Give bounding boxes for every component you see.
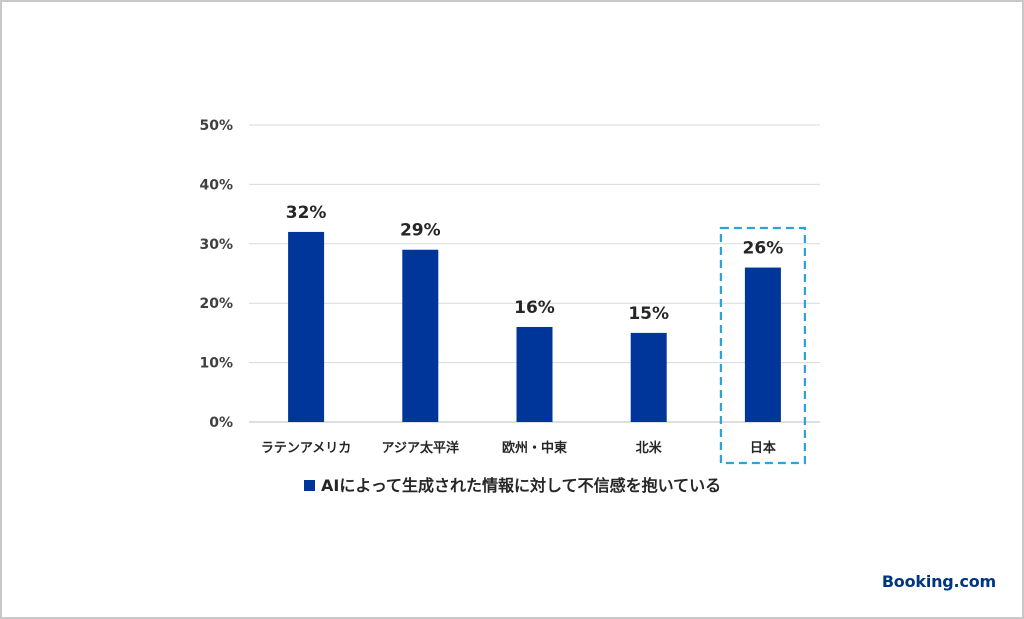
x-tick-label: アジア太平洋 [382, 440, 459, 456]
y-tick-label: 50% [199, 118, 233, 134]
bar [630, 332, 667, 422]
legend-label: AIによって生成された情報に対して不信感を抱いている [321, 476, 721, 495]
bar [288, 231, 325, 422]
x-tick-label: 日本 [750, 440, 776, 456]
data-label: 26% [743, 239, 784, 259]
data-label: 32% [286, 203, 327, 223]
legend-swatch [304, 480, 315, 491]
y-tick-label: 30% [199, 237, 233, 253]
y-tick-label: 20% [199, 296, 233, 312]
bar [744, 267, 781, 422]
booking-logo: Booking.com [881, 572, 996, 591]
x-tick-label: ラテンアメリカ [261, 441, 351, 456]
bar [402, 249, 439, 422]
y-tick-label: 10% [199, 356, 233, 372]
data-label: 15% [628, 304, 669, 324]
y-tick-label: 40% [199, 177, 233, 193]
data-label: 29% [400, 221, 441, 241]
data-label: 16% [514, 298, 555, 318]
x-tick-label: 北米 [636, 440, 663, 456]
bar [516, 326, 553, 422]
y-tick-label: 0% [209, 415, 233, 431]
highlight-box [719, 226, 807, 465]
x-tick-label: 欧州・中東 [502, 440, 567, 456]
